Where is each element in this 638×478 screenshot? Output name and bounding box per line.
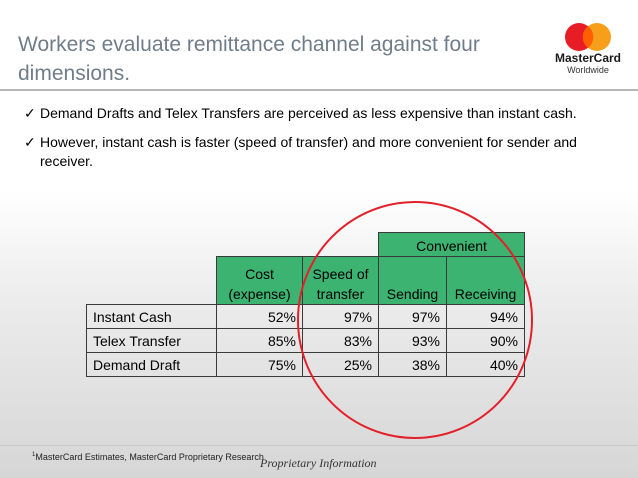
table-row: Instant Cash 52% 97% 97% 94%	[86, 304, 525, 329]
table-row: Demand Draft 75% 25% 38% 40%	[86, 352, 525, 377]
footnote: 1MasterCard Estimates, MasterCard Propri…	[32, 452, 264, 462]
col-header-receiving: Receiving	[446, 256, 525, 305]
table-row: Telex Transfer 85% 83% 93% 90%	[86, 328, 525, 353]
proprietary-label: Proprietary Information	[260, 456, 377, 470]
col-header-speed: Speed of transfer	[302, 256, 379, 305]
checkmark-icon: ✓	[24, 105, 36, 121]
slide-title: Workers evaluate remittance channel agai…	[18, 33, 480, 85]
col-header-line: transfer	[316, 286, 365, 302]
col-header-cost: Cost (expense)	[216, 256, 303, 305]
bullet-item: ✓ However, instant cash is faster (speed…	[22, 133, 622, 171]
cell-cost: 85%	[216, 328, 303, 353]
col-header-line: Sending	[386, 286, 439, 302]
cell-sending: 97%	[378, 304, 447, 329]
footer-divider	[0, 445, 638, 446]
col-header-line: Cost	[245, 266, 274, 282]
col-header-sending: Sending	[378, 256, 447, 305]
footnote-marker: 1	[32, 452, 36, 458]
bullet-list: ✓ Demand Drafts and Telex Transfers are …	[22, 104, 622, 181]
logo-subtitle: Worldwide	[567, 65, 609, 75]
convenient-group-header: Convenient	[378, 232, 525, 257]
col-header-line: Speed of	[312, 266, 369, 282]
cell-receiving: 40%	[446, 352, 525, 377]
cell-cost: 52%	[216, 304, 303, 329]
col-header-line: (expense)	[228, 286, 291, 302]
cell-speed: 25%	[302, 352, 379, 377]
cell-speed: 83%	[302, 328, 379, 353]
column-header-row: Cost (expense) Speed of transfer Sending R…	[87, 256, 525, 305]
footnote-text: MasterCard Estimates, MasterCard Proprie…	[35, 452, 264, 462]
row-label: Telex Transfer	[86, 328, 217, 353]
channel-evaluation-table: Convenient Cost (expense) Speed of transfe…	[86, 232, 525, 377]
bullet-text: However, instant cash is faster (speed o…	[40, 134, 577, 169]
mastercard-circles-icon	[565, 23, 611, 51]
cell-receiving: 94%	[446, 304, 525, 329]
cell-cost: 75%	[216, 352, 303, 377]
mastercard-logo: MasterCard Worldwide	[553, 20, 623, 80]
group-header-row: Convenient	[87, 232, 525, 257]
bullet-text: Demand Drafts and Telex Transfers are pe…	[40, 105, 577, 121]
cell-receiving: 90%	[446, 328, 525, 353]
cell-sending: 93%	[378, 328, 447, 353]
col-header-line: Receiving	[454, 286, 517, 302]
checkmark-icon: ✓	[24, 134, 36, 150]
logo-wordmark: MasterCard	[554, 51, 622, 65]
row-label: Instant Cash	[86, 304, 217, 329]
cell-speed: 97%	[302, 304, 379, 329]
row-label: Demand Draft	[86, 352, 217, 377]
title-divider	[0, 89, 638, 91]
bullet-item: ✓ Demand Drafts and Telex Transfers are …	[22, 104, 622, 123]
cell-sending: 38%	[378, 352, 447, 377]
